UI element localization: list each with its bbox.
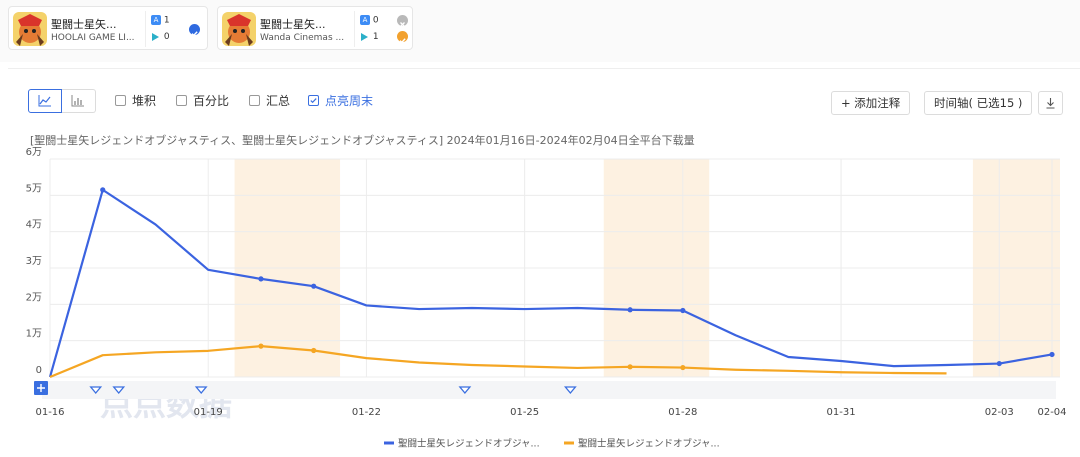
stack-checkbox[interactable]: 堆积: [115, 92, 156, 109]
app-selector-bar: 聖闘士星矢... HOOLAI GAME LI... A 1 0: [0, 0, 1080, 62]
app-icon: [222, 12, 256, 46]
google-play-icon: [361, 32, 368, 41]
y-tick-label: 0: [36, 365, 42, 376]
app-store-icon: A: [151, 15, 161, 25]
marker-shape: [194, 386, 208, 395]
selected-check-icon[interactable]: [397, 31, 408, 44]
sum-checkbox[interactable]: 汇总: [249, 92, 290, 109]
x-tick-label: 01-16: [35, 407, 64, 418]
legend-label: 聖闘士星矢レジェンドオブジャ...: [578, 438, 720, 450]
y-tick-label: 2万: [26, 292, 42, 303]
marker-shape: [112, 386, 126, 395]
legend-label: 聖闘士星矢レジェンドオブジャ...: [398, 438, 540, 450]
x-tick-label: 02-03: [985, 407, 1014, 418]
app-name: 聖闘士星矢...: [260, 18, 326, 31]
data-point: [996, 360, 1002, 367]
add-annotation-button[interactable]: + 添加注释: [831, 91, 911, 115]
plus-icon: [37, 384, 45, 392]
data-point: [100, 187, 106, 193]
ios-rank: A 1: [151, 15, 170, 26]
app-developer: Wanda Cinemas ...: [260, 33, 345, 43]
x-tick-label: 01-25: [510, 407, 539, 418]
annotation-marker-icon[interactable]: [112, 386, 126, 395]
app-card-1[interactable]: 聖闘士星矢... HOOLAI GAME LI... A 1 0: [8, 6, 208, 50]
data-point: [627, 364, 633, 370]
data-point: [311, 283, 317, 289]
app-store-icon: A: [360, 15, 370, 25]
google-play-icon: [152, 32, 159, 41]
marker-shape: [458, 386, 472, 395]
y-tick-label: 4万: [26, 220, 42, 231]
x-tick-label: 01-31: [827, 407, 856, 418]
app-name: 聖闘士星矢...: [51, 18, 117, 31]
close-icon[interactable]: [397, 15, 408, 27]
highlight-weekend-checkbox[interactable]: 点亮周末: [308, 92, 373, 109]
x-tick-label: 02-04: [1037, 407, 1066, 418]
data-point: [680, 364, 686, 371]
chart-title: [聖闘士星矢レジェンドオブジャスティス、聖闘士星矢レジェンドオブジャスティス] …: [30, 134, 695, 147]
app-icon: [13, 12, 47, 46]
annotation-marker-icon[interactable]: [89, 386, 103, 395]
marker-shape: [89, 386, 103, 395]
data-point: [258, 276, 264, 282]
download-icon: [1046, 98, 1055, 109]
data-point: [627, 307, 633, 313]
data-point: [1049, 351, 1055, 358]
app-card-2[interactable]: 聖闘士星矢... Wanda Cinemas ... A 0 1: [217, 6, 413, 50]
download-button[interactable]: [1038, 91, 1063, 115]
line-chart-icon: [38, 95, 51, 107]
y-tick-label: 5万: [26, 183, 42, 194]
card-divider: [354, 11, 355, 47]
timeline-button[interactable]: 时间轴( 已选15 ): [924, 91, 1033, 115]
google-play-rank: 1: [360, 32, 379, 42]
x-tick-label: 01-19: [194, 407, 223, 418]
bar-chart-button[interactable]: [62, 89, 96, 113]
google-play-rank: 0: [151, 32, 170, 42]
marker-shape: [563, 386, 577, 395]
annotation-marker-icon[interactable]: [458, 386, 472, 395]
card-divider: [145, 11, 146, 47]
app-developer: HOOLAI GAME LI...: [51, 33, 135, 43]
data-point: [680, 307, 686, 314]
x-tick-label: 01-28: [668, 407, 697, 418]
data-point: [311, 347, 317, 354]
y-tick-label: 3万: [26, 256, 42, 267]
series-line-2: [49, 345, 947, 379]
annotation-marker-icon[interactable]: [563, 386, 577, 395]
annotation-marker-icon[interactable]: [194, 386, 208, 395]
chart-panel: 堆积 百分比 汇总 点亮周末 + 添加注释 时间轴( 已选15 ) [聖闘士星矢…: [8, 68, 1080, 457]
selected-check-icon[interactable]: [189, 24, 200, 37]
series-line-1: [48, 188, 1053, 378]
x-tick-label: 01-22: [352, 407, 381, 418]
percent-checkbox[interactable]: 百分比: [176, 92, 229, 109]
line-chart-button[interactable]: [28, 89, 62, 113]
annotation-track: [42, 381, 1056, 399]
y-tick-label: 6万: [26, 147, 42, 158]
data-point: [258, 343, 264, 349]
ios-rank: A 0: [360, 15, 379, 26]
y-tick-label: 1万: [26, 329, 42, 340]
bar-chart-icon: [71, 95, 84, 107]
